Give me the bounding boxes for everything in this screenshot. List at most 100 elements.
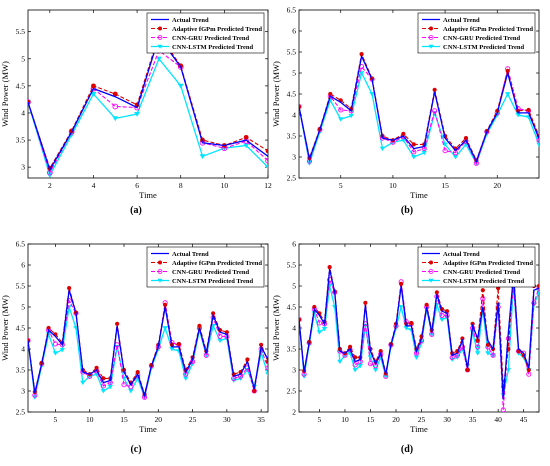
point-adaptive	[359, 52, 364, 57]
x-tick-label: 25	[189, 415, 197, 424]
legend-label-adaptive: Adaptive fGPm Predicted Trend	[172, 26, 262, 33]
point-gru	[217, 333, 223, 339]
y-tick-label: 5	[21, 54, 25, 63]
x-tick-label: 15	[367, 415, 375, 424]
point-gru	[316, 320, 322, 326]
point-lstm	[504, 92, 511, 97]
series-line-actual	[299, 269, 539, 400]
y-tick-label: 6	[292, 27, 296, 36]
point-lstm	[439, 317, 445, 323]
point-lstm	[505, 368, 512, 373]
point-lstm	[369, 92, 375, 97]
point-lstm	[536, 142, 539, 147]
y-tick-label: 6	[292, 240, 296, 249]
point-adaptive	[485, 342, 491, 347]
y-tick-label: 3	[292, 153, 296, 162]
point-lstm	[134, 111, 141, 117]
legend: Actual Trend Adaptive fGPm Predicted Tren…	[146, 12, 265, 54]
x-tick-label: 10	[341, 415, 349, 424]
panel-label: (d)	[401, 444, 413, 455]
legend-marker-gru	[157, 35, 163, 40]
legend-marker-lstm	[428, 278, 434, 283]
legend-label-gru: CNN-GRU Predicted Trend	[443, 269, 521, 276]
point-lstm	[90, 91, 97, 97]
point-gru	[121, 382, 127, 388]
legend: Actual Trend Adaptive fGPm Predicted Tren…	[417, 12, 536, 54]
y-tick-label: 3.5	[16, 136, 26, 145]
x-tick-label: 35	[257, 415, 265, 424]
point-adaptive	[312, 304, 317, 310]
y-tick-label: 6.5	[16, 240, 26, 249]
point-lstm	[203, 353, 209, 358]
y-tick-label: 3.5	[287, 132, 297, 141]
series-line-gru	[28, 49, 268, 174]
point-adaptive	[424, 302, 429, 307]
legend-marker-gru	[428, 269, 434, 274]
point-lstm	[128, 389, 134, 394]
point-lstm	[515, 113, 521, 118]
point-gru	[299, 317, 302, 323]
x-tick-label: 10	[389, 181, 397, 190]
point-adaptive	[135, 370, 140, 375]
legend-label-adaptive: Adaptive fGPm Predicted Trend	[443, 260, 533, 267]
point-lstm	[217, 338, 223, 344]
point-lstm	[367, 355, 374, 360]
y-tick-label: 4	[292, 324, 296, 333]
series-line-actual	[299, 54, 539, 163]
legend-label-gru: CNN-GRU Predicted Trend	[172, 269, 250, 276]
point-lstm	[400, 138, 407, 143]
point-adaptive	[163, 302, 168, 307]
point-adaptive	[265, 148, 268, 154]
x-axis-label: Time	[139, 424, 157, 434]
point-gru	[52, 341, 58, 347]
point-adaptive	[480, 288, 485, 293]
legend: Actual Trend Adaptive fGPm Predicted Tren…	[417, 246, 536, 288]
point-lstm	[107, 384, 113, 390]
point-adaptive	[399, 281, 404, 286]
point-lstm	[383, 374, 389, 379]
legend-marker-lstm	[157, 44, 163, 49]
point-lstm	[265, 165, 268, 170]
y-axis-label: Wind Power (MW)	[271, 295, 281, 361]
x-tick-label: 5	[339, 181, 343, 190]
legend-marker-adaptive	[429, 260, 433, 265]
legend-marker-gru	[428, 35, 434, 40]
point-gru	[531, 300, 537, 306]
point-adaptive	[470, 321, 475, 326]
point-adaptive	[91, 83, 96, 89]
x-tick-label: 20	[494, 181, 502, 190]
y-tick-label: 4.5	[16, 324, 26, 333]
point-lstm	[429, 332, 435, 337]
legend-label-lstm: CNN-LSTM Predicted Trend	[443, 44, 525, 51]
point-adaptive	[432, 87, 437, 92]
point-lstm	[169, 347, 175, 352]
point-adaptive	[363, 300, 368, 305]
plot-series	[299, 52, 539, 166]
x-tick-label: 25	[418, 415, 426, 424]
point-adaptive	[347, 344, 353, 349]
legend-marker-adaptive	[158, 26, 162, 31]
legend-label-actual: Actual Trend	[443, 17, 480, 24]
point-gru	[28, 99, 31, 105]
point-adaptive	[224, 330, 229, 335]
y-tick-label: 4.5	[16, 81, 26, 90]
legend-label-adaptive: Adaptive fGPm Predicted Trend	[172, 260, 262, 267]
point-lstm	[112, 116, 119, 122]
x-tick-label: 30	[443, 415, 451, 424]
x-tick-label: 4	[92, 181, 96, 190]
point-adaptive	[409, 320, 414, 326]
point-adaptive	[378, 349, 383, 354]
y-tick-label: 3.5	[16, 366, 26, 375]
x-axis-label: Time	[410, 190, 428, 200]
series-line-actual	[28, 290, 268, 398]
y-tick-label: 5	[292, 69, 296, 78]
point-lstm	[155, 56, 162, 62]
point-adaptive	[245, 357, 250, 362]
point-gru	[480, 296, 486, 302]
point-lstm	[403, 326, 409, 331]
point-adaptive	[463, 136, 469, 141]
legend-marker-lstm	[157, 278, 163, 283]
point-gru	[265, 157, 268, 164]
point-adaptive	[526, 107, 531, 113]
x-tick-label: 8	[179, 181, 183, 190]
